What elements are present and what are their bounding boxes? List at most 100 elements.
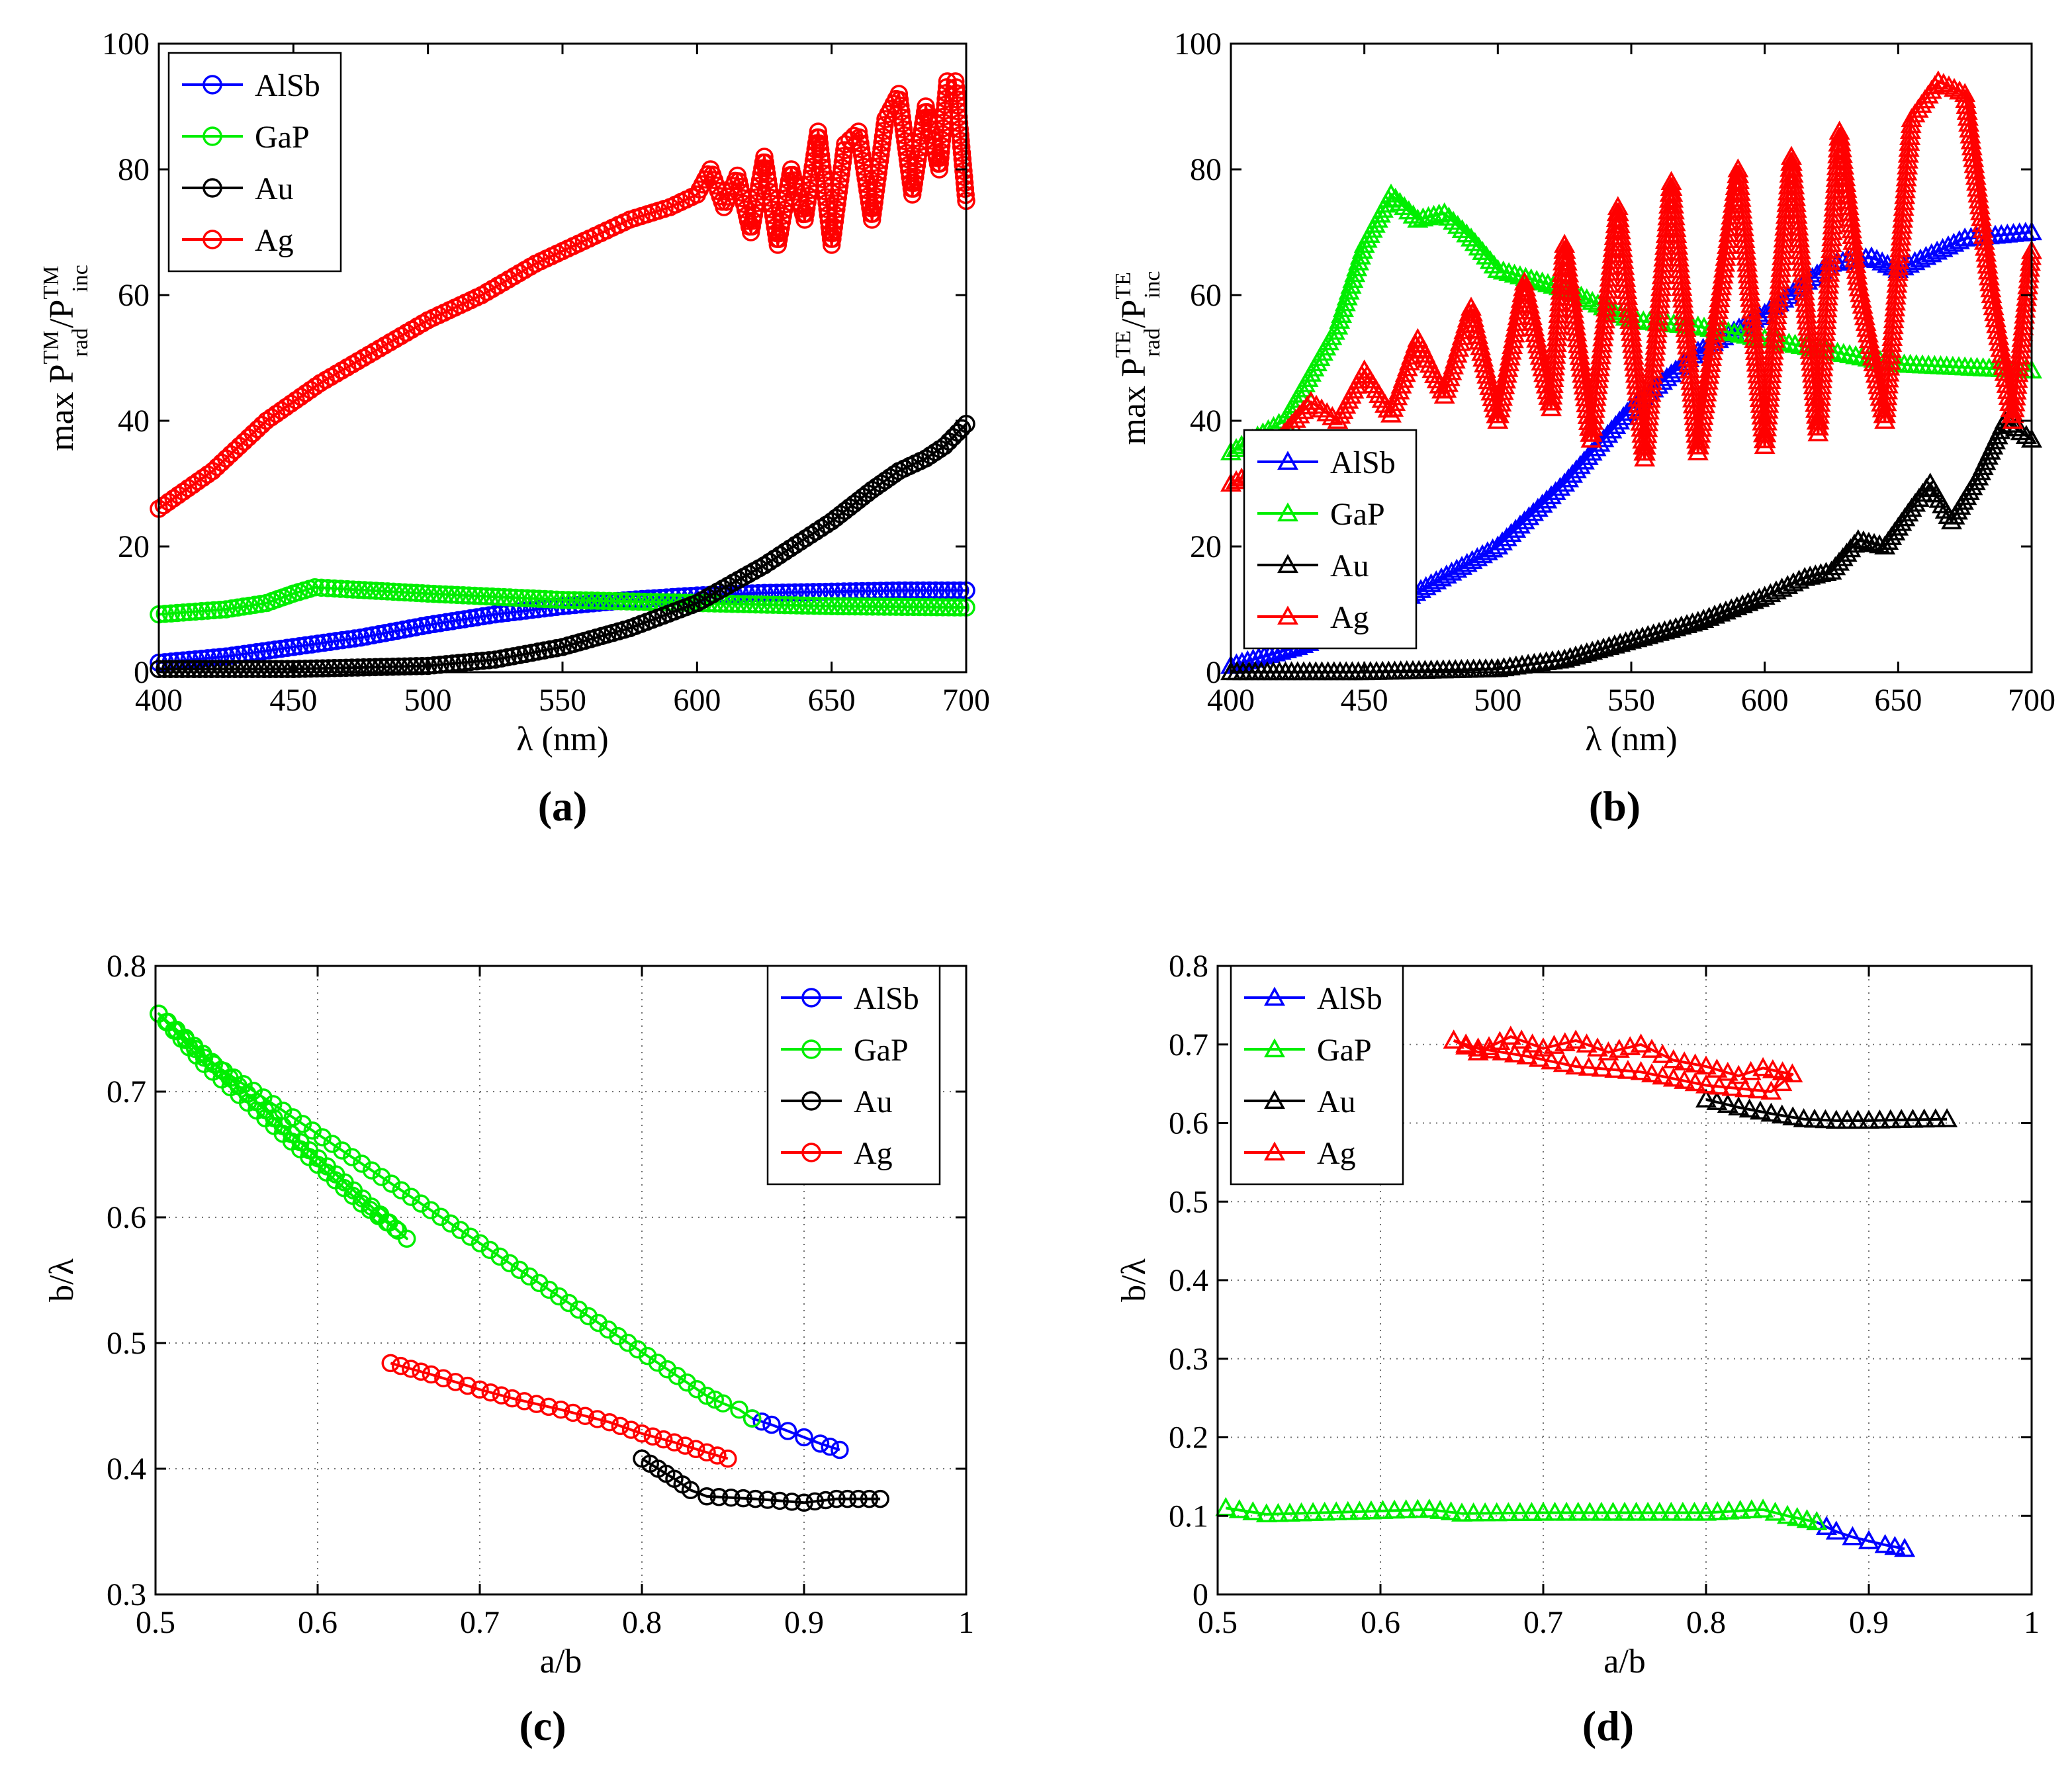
data-point-ag xyxy=(851,134,870,153)
data-point-au xyxy=(255,660,273,678)
data-point-gap xyxy=(1707,1500,1729,1520)
data-point-ag xyxy=(1809,398,1830,418)
data-point-ag xyxy=(576,1407,594,1425)
data-point-gap xyxy=(705,1390,724,1409)
data-point-alsb xyxy=(752,1412,772,1431)
data-point-au xyxy=(1717,1094,1738,1113)
data-point-gap xyxy=(1215,1497,1237,1516)
data-point-gap xyxy=(641,593,660,611)
data-point-ag xyxy=(2018,263,2040,283)
data-point-gap xyxy=(1556,1501,1578,1521)
data-point-ag xyxy=(1821,227,1843,247)
data-point-gap xyxy=(541,590,561,609)
data-point-ag xyxy=(1689,429,1711,449)
data-point-gap xyxy=(306,578,324,597)
data-point-alsb xyxy=(290,636,309,656)
data-point-ag xyxy=(2006,374,2028,394)
chart-a: 400 450 500 550 600 650 700 0 20 40 60 80 100 λ (nm) m… xyxy=(39,26,990,830)
data-point-ag xyxy=(1892,202,1914,222)
legend-marker-icon xyxy=(801,1143,821,1162)
data-point-ag xyxy=(853,146,872,165)
legend-marker-icon xyxy=(1277,451,1298,470)
data-point-gap xyxy=(1463,1502,1484,1522)
data-point-gap xyxy=(1531,271,1553,291)
data-point-ag xyxy=(1899,132,1920,151)
series-line-ag xyxy=(390,1362,729,1460)
data-point-ag xyxy=(1497,358,1519,377)
data-point-gap xyxy=(1349,245,1371,265)
data-point-ag xyxy=(1875,398,1897,417)
data-point-ag xyxy=(1820,239,1842,258)
data-point-gap xyxy=(204,601,223,620)
data-point-au xyxy=(378,658,396,676)
data-point-ag xyxy=(1646,318,1668,337)
data-point-gap xyxy=(1740,1499,1762,1518)
data-point-ag xyxy=(1771,251,1793,271)
data-point-ag xyxy=(954,161,973,181)
data-point-ag xyxy=(1541,1050,1562,1070)
y-axis-label-sub1: rad xyxy=(1140,328,1165,357)
data-point-au xyxy=(407,657,426,675)
data-point-gap xyxy=(910,597,929,617)
series-line-au xyxy=(159,423,968,671)
data-point-gap xyxy=(1334,292,1356,312)
data-point-ag xyxy=(1502,335,1523,354)
data-point-au xyxy=(354,658,373,677)
data-point-ag xyxy=(1545,345,1566,364)
data-point-ag xyxy=(1521,1033,1543,1053)
data-point-alsb xyxy=(284,638,303,656)
data-point-au xyxy=(876,471,895,490)
data-point-au xyxy=(383,657,402,676)
data-point-gap xyxy=(588,591,607,610)
data-point-gap xyxy=(386,1219,405,1238)
data-point-gap xyxy=(1329,310,1351,329)
data-point-gap xyxy=(799,596,818,615)
x-tick-label: 650 xyxy=(808,683,856,718)
x-tick-label: 1 xyxy=(958,1605,974,1640)
data-point-gap xyxy=(1567,1501,1589,1521)
data-point-alsb xyxy=(259,641,279,660)
legend-marker-icon xyxy=(203,75,222,95)
data-point-au xyxy=(467,652,486,671)
data-point-au xyxy=(226,660,244,678)
data-point-ag xyxy=(829,188,847,207)
data-point-ag xyxy=(1451,326,1473,345)
data-point-ag xyxy=(1810,386,1832,406)
data-point-ag xyxy=(1511,1029,1533,1049)
data-point-ag xyxy=(1650,282,1672,302)
data-point-au xyxy=(1864,533,1885,552)
data-point-au xyxy=(342,658,361,677)
data-point-ag xyxy=(1674,1051,1695,1070)
data-point-ag xyxy=(1715,241,1737,260)
data-point-ag xyxy=(831,170,850,189)
data-point-au xyxy=(1760,1102,1782,1122)
data-point-au xyxy=(1825,1109,1847,1129)
data-point-ag xyxy=(1650,271,1672,290)
data-point-ag xyxy=(1888,249,1910,269)
data-point-ag xyxy=(1583,404,1605,424)
data-point-gap xyxy=(500,588,519,607)
data-point-ag xyxy=(1596,291,1618,311)
data-point-ag xyxy=(956,179,975,198)
data-point-au xyxy=(220,660,238,678)
data-point-gap xyxy=(401,584,420,602)
legend: AlSb GaP Au Ag xyxy=(167,52,342,273)
legend-label: GaP xyxy=(255,120,310,155)
y-tick-label: 0.8 xyxy=(107,949,146,984)
data-point-ag xyxy=(933,125,952,144)
data-point-ag xyxy=(876,116,894,134)
data-point-ag xyxy=(1874,404,1896,423)
data-point-ag xyxy=(1688,435,1710,455)
data-point-gap xyxy=(1582,290,1603,310)
x-tick-label: 0.8 xyxy=(622,1605,662,1640)
legend-box xyxy=(1243,429,1418,650)
data-point-gap xyxy=(436,585,455,604)
data-point-gap xyxy=(945,598,964,617)
data-point-gap xyxy=(361,581,380,600)
data-point-ag xyxy=(527,1395,546,1413)
data-point-au xyxy=(529,642,547,661)
data-point-ag xyxy=(1553,1053,1574,1072)
legend-label: Ag xyxy=(255,223,294,258)
data-point-ag xyxy=(1895,173,1916,193)
